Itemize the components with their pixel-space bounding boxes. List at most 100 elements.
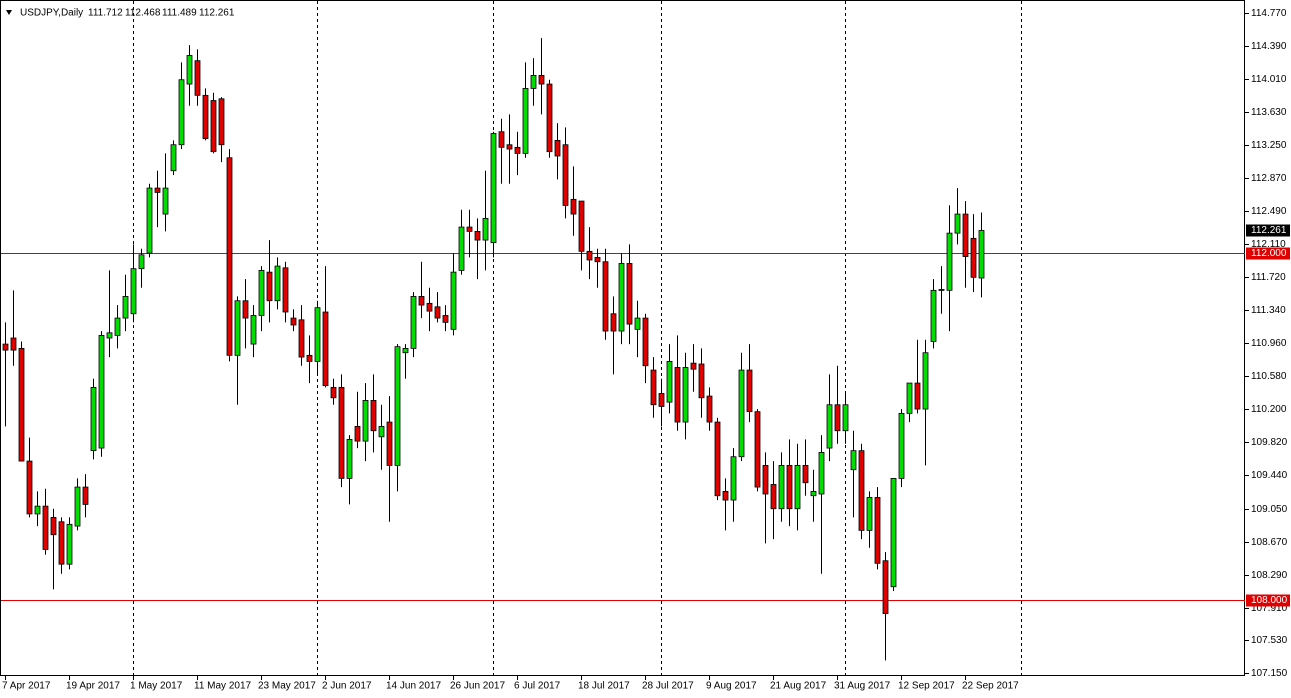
- y-tick-label: 114.010: [1251, 74, 1287, 85]
- candle-body: [82, 486, 89, 505]
- candle-body: [970, 237, 977, 278]
- candle-body: [794, 464, 801, 510]
- hline-label-box: [1246, 594, 1290, 607]
- ohlc-open: 111.712: [88, 8, 123, 19]
- candle-body: [402, 347, 409, 354]
- candle-body: [866, 497, 873, 531]
- candle-body: [698, 363, 705, 399]
- candle-body: [362, 399, 369, 442]
- candle-body: [290, 317, 297, 326]
- candle-body: [570, 198, 577, 215]
- candle-body: [842, 404, 849, 432]
- candle-body: [50, 517, 57, 536]
- candle-body: [666, 360, 673, 403]
- y-tick-label: 107.530: [1251, 635, 1288, 646]
- candle-body: [378, 425, 385, 438]
- hline-label-box: [1246, 247, 1290, 260]
- y-tick-label: 114.390: [1251, 41, 1287, 52]
- candle-body: [722, 490, 729, 501]
- candle-body: [946, 232, 953, 291]
- hline-label: 108.000: [1251, 595, 1288, 606]
- last-price-label: 112.261: [1251, 225, 1287, 236]
- candle-body: [682, 367, 689, 423]
- candle-body: [778, 464, 785, 510]
- x-tick-label: 9 Aug 2017: [706, 681, 757, 692]
- candle-body: [530, 75, 537, 89]
- candle-body: [130, 268, 137, 315]
- candle-body: [818, 451, 825, 495]
- ohlc-high: 112.468: [125, 8, 161, 19]
- candle-body: [498, 131, 505, 148]
- candle-body: [74, 486, 81, 527]
- candle-body: [738, 369, 745, 458]
- y-tick-label: 111.340: [1251, 305, 1286, 316]
- x-tick-label: 31 Aug 2017: [834, 681, 891, 692]
- x-tick-label: 26 Jun 2017: [450, 681, 505, 692]
- candle-body: [274, 265, 281, 302]
- y-tick-label: 110.960: [1251, 338, 1287, 349]
- candle-body: [850, 450, 857, 471]
- candle-body: [106, 332, 113, 339]
- y-tick-label: 110.580: [1251, 371, 1287, 382]
- candle-body: [890, 477, 897, 588]
- plot-frame: [0, 0, 1245, 676]
- y-tick-label: 109.050: [1251, 504, 1288, 515]
- candle-body: [10, 337, 17, 351]
- candle-body: [690, 362, 697, 370]
- hline-label: 112.000: [1251, 248, 1287, 259]
- candle-body: [858, 450, 865, 531]
- x-tick-label: 1 May 2017: [130, 681, 183, 692]
- candle-body: [458, 226, 465, 271]
- candle-body: [490, 133, 497, 244]
- candle-body: [602, 261, 609, 332]
- chart-title: USDJPY,Daily: [20, 8, 83, 19]
- candle-body: [546, 83, 553, 153]
- x-tick-label: 28 Jul 2017: [642, 681, 694, 692]
- candle-body: [234, 300, 241, 356]
- candle-body: [58, 521, 65, 565]
- x-tick-label: 22 Sep 2017: [962, 681, 1019, 692]
- candle-body: [162, 187, 169, 215]
- candle-body: [954, 213, 961, 234]
- candle-body: [834, 404, 841, 432]
- candle-body: [882, 560, 889, 615]
- candle-body: [210, 100, 217, 153]
- candle-body: [618, 263, 625, 332]
- candle-body: [202, 94, 209, 140]
- candle-body: [90, 386, 97, 452]
- candle-body: [346, 438, 353, 479]
- x-tick-label: 11 May 2017: [194, 681, 252, 692]
- candle-body: [554, 139, 561, 157]
- x-tick-label: 6 Jul 2017: [514, 681, 561, 692]
- candle-body: [18, 347, 25, 462]
- y-tick-label: 109.820: [1251, 437, 1288, 448]
- y-tick-label: 112.110: [1251, 239, 1286, 250]
- candle-body: [426, 302, 433, 312]
- candle-body: [522, 88, 529, 154]
- candle-body: [450, 271, 457, 330]
- candle-body: [218, 98, 225, 146]
- candle-body: [770, 484, 777, 510]
- ohlc-close: 112.261: [199, 8, 235, 19]
- x-tick-label: 21 Aug 2017: [770, 681, 827, 692]
- candle-body: [442, 315, 449, 323]
- candle-body: [306, 354, 313, 362]
- candle-body: [786, 464, 793, 510]
- candle-body: [730, 456, 737, 501]
- candle-body: [178, 79, 185, 146]
- candle-body: [418, 295, 425, 306]
- candle-body: [978, 230, 985, 279]
- menu-triangle[interactable]: [6, 10, 12, 15]
- candle-body: [242, 300, 249, 319]
- candle-body: [2, 343, 9, 351]
- candle-body: [98, 334, 105, 449]
- candle-body: [394, 346, 401, 466]
- candle-body: [42, 505, 49, 550]
- y-tick-label: 113.630: [1251, 107, 1287, 118]
- x-tick-label: 19 Apr 2017: [66, 681, 120, 692]
- candle-body: [354, 425, 361, 442]
- candle-body: [594, 256, 601, 263]
- y-tick-label: 108.670: [1251, 537, 1288, 548]
- candle-body: [266, 271, 273, 302]
